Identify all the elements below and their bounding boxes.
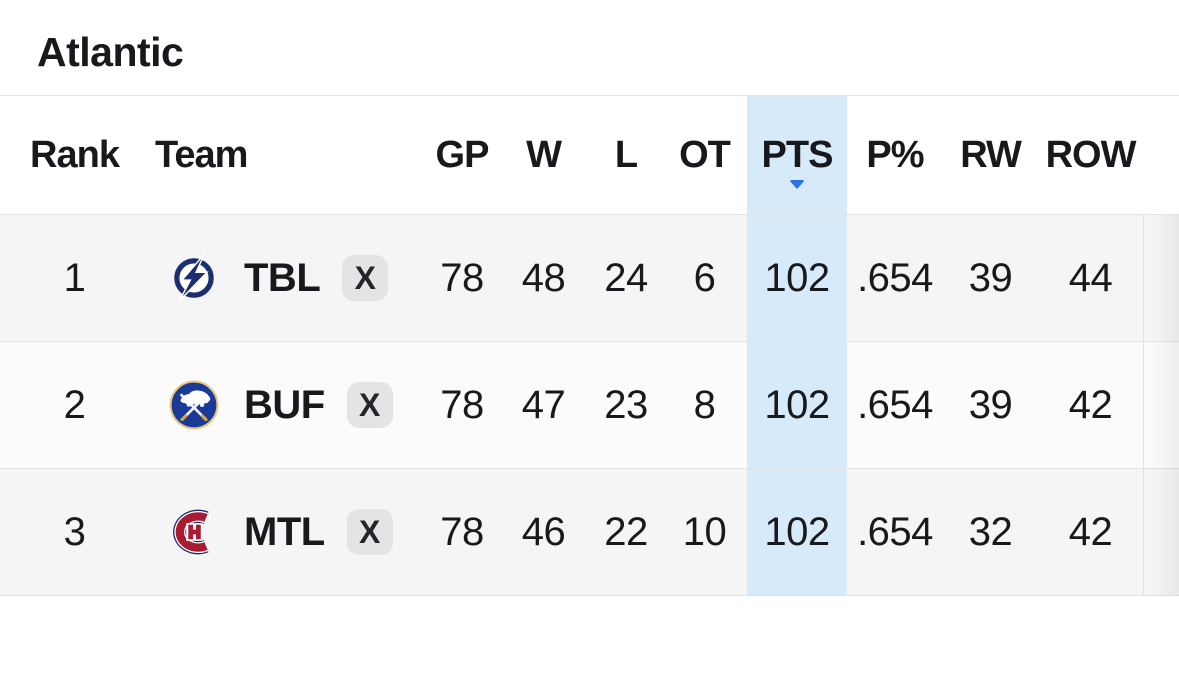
column-header-rw[interactable]: RW [960, 133, 1022, 176]
column-header-team[interactable]: Team [155, 133, 248, 176]
tampa-bay-lightning-logo-icon [168, 252, 220, 304]
column-header-pct[interactable]: P% [866, 133, 924, 176]
l-cell: 24 [604, 255, 648, 300]
w-cell: 46 [521, 509, 566, 554]
team-cell[interactable]: BUF X [112, 342, 427, 468]
clinch-badge: X [342, 255, 389, 301]
montreal-canadiens-logo-icon [168, 506, 220, 558]
w-cell: 48 [521, 255, 566, 300]
ot-cell: 10 [682, 509, 727, 554]
column-header-pts[interactable]: PTS [747, 96, 847, 214]
column-header-w[interactable]: W [526, 133, 562, 176]
table-row: 1 TBL X 78 48 24 6 102 .654 39 44 [0, 215, 1179, 342]
next-column-stub [1143, 469, 1179, 595]
row-cell: 42 [1068, 382, 1113, 427]
w-cell: 47 [521, 382, 566, 427]
pct-cell: .654 [857, 382, 933, 427]
table-row: 2 BUF [0, 342, 1179, 469]
column-header-ot[interactable]: OT [679, 133, 731, 176]
column-header-row[interactable]: ROW [1045, 133, 1137, 176]
pct-cell: .654 [857, 509, 933, 554]
team-cell[interactable]: TBL X [112, 215, 427, 341]
next-column-stub [1143, 96, 1179, 214]
division-title: Atlantic [37, 29, 184, 75]
next-column-stub [1143, 215, 1179, 341]
team-abbrev[interactable]: TBL [244, 255, 321, 300]
gp-cell: 78 [440, 509, 484, 554]
l-cell: 23 [604, 382, 648, 427]
next-column-stub [1143, 342, 1179, 468]
ot-cell: 8 [693, 382, 716, 427]
table-body: 1 TBL X 78 48 24 6 102 .654 39 44 [0, 215, 1179, 596]
ot-cell: 6 [693, 255, 716, 300]
pts-header-label: PTS [761, 133, 834, 176]
pts-cell: 102 [747, 469, 847, 595]
rw-cell: 39 [968, 382, 1013, 427]
rank-cell: 2 [63, 382, 86, 427]
table-header-row: Rank Team GP W L OT PTS P% RW ROW [0, 95, 1179, 215]
gp-cell: 78 [440, 255, 484, 300]
standings-table: Rank Team GP W L OT PTS P% RW ROW 1 [0, 95, 1179, 596]
row-cell: 44 [1068, 255, 1113, 300]
row-cell: 42 [1068, 509, 1113, 554]
team-abbrev[interactable]: BUF [244, 382, 325, 427]
l-cell: 22 [604, 509, 648, 554]
team-cell[interactable]: MTL X [112, 469, 427, 595]
pts-cell: 102 [747, 215, 847, 341]
rw-cell: 32 [968, 509, 1013, 554]
column-header-gp[interactable]: GP [435, 133, 490, 176]
rank-cell: 3 [63, 509, 86, 554]
clinch-badge: X [346, 382, 393, 428]
table-row: 3 MTL X [0, 469, 1179, 596]
pts-cell: 102 [747, 342, 847, 468]
rw-cell: 39 [968, 255, 1013, 300]
clinch-badge: X [346, 509, 393, 555]
buffalo-sabres-logo-icon [168, 379, 220, 431]
sort-desc-icon [789, 180, 805, 189]
gp-cell: 78 [440, 382, 484, 427]
rank-cell: 1 [63, 255, 86, 300]
pct-cell: .654 [857, 255, 933, 300]
column-header-rank[interactable]: Rank [30, 133, 120, 176]
team-abbrev[interactable]: MTL [244, 509, 325, 554]
column-header-l[interactable]: L [614, 133, 638, 176]
